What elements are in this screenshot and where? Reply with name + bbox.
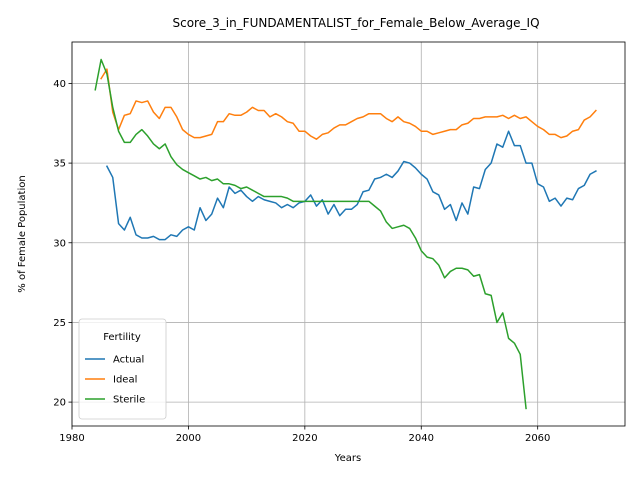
legend-label-sterile: Sterile — [113, 395, 145, 406]
y-tick-label: 25 — [53, 318, 66, 329]
chart-title: Score_3_in_FUNDAMENTALIST_for_Female_Bel… — [172, 16, 539, 30]
grid — [71, 42, 625, 426]
plot-frame — [71, 41, 626, 427]
y-tick-label: 40 — [53, 79, 66, 90]
x-tick-label: 1980 — [59, 433, 84, 444]
x-tick-label: 2040 — [409, 433, 434, 444]
legend: Fertility Actual Ideal Sterile — [78, 318, 167, 420]
x-axis-ticks: 1980 2000 2020 2040 2060 — [59, 426, 550, 444]
legend-box — [78, 318, 167, 420]
series-line-ideal — [100, 68, 597, 140]
series-layer — [94, 58, 597, 410]
x-tick-label: 2000 — [176, 433, 201, 444]
series-line-sterile — [94, 58, 527, 410]
x-tick-label: 2060 — [525, 433, 550, 444]
y-tick-label: 30 — [53, 238, 66, 249]
y-tick-label: 35 — [53, 159, 66, 170]
y-axis-ticks: 20 25 30 35 40 — [53, 79, 72, 409]
x-tick-label: 2020 — [292, 433, 317, 444]
legend-label-ideal: Ideal — [113, 375, 137, 386]
y-tick-label: 20 — [53, 398, 66, 409]
legend-items: Actual Ideal Sterile — [85, 355, 145, 406]
legend-label-actual: Actual — [113, 355, 144, 366]
y-axis-label: % of Female Population — [17, 175, 28, 292]
series-line-actual — [105, 130, 597, 241]
x-axis-label: Years — [334, 453, 361, 464]
legend-title: Fertility — [103, 332, 141, 343]
